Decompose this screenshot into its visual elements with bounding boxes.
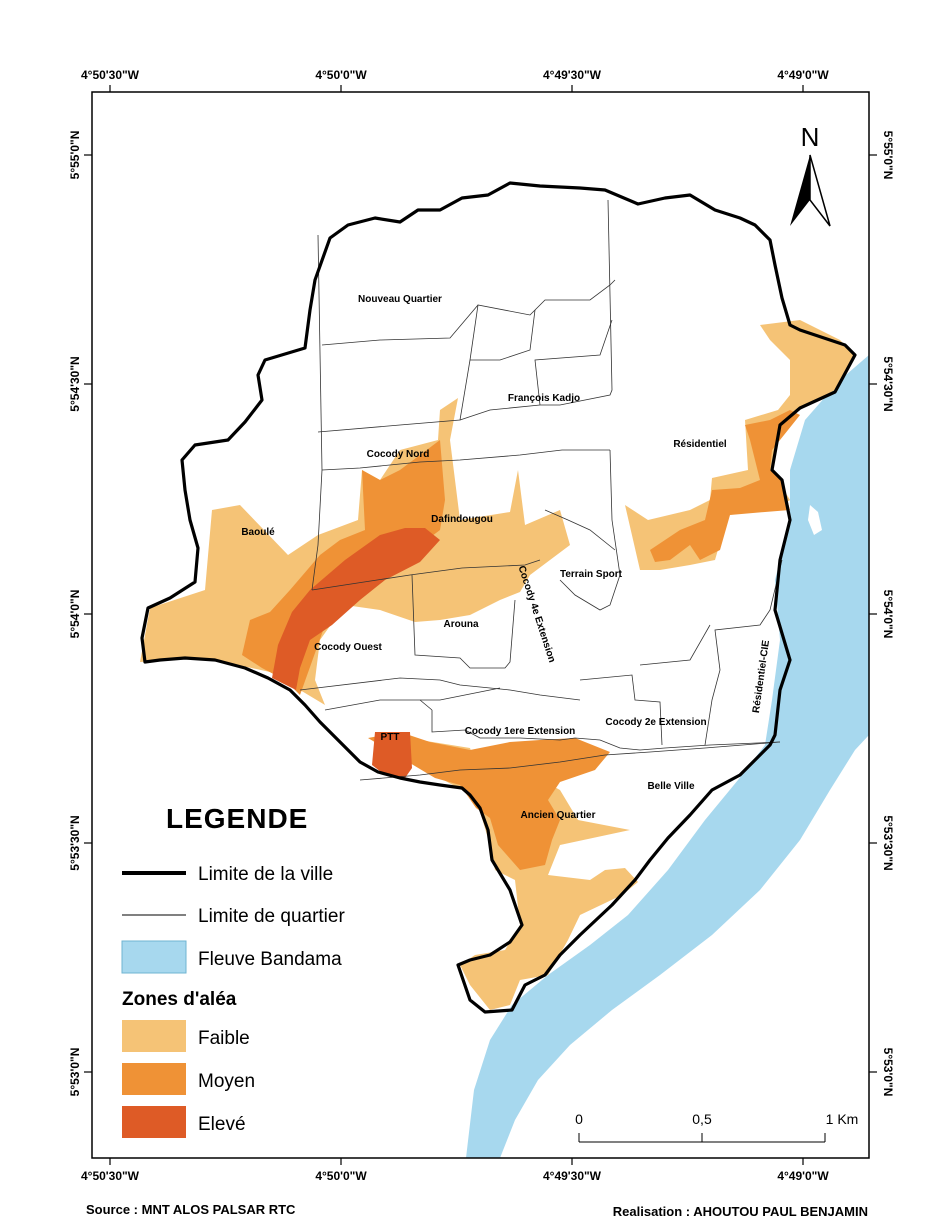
legend-title: LEGENDE	[166, 803, 308, 834]
bottom-coord-2: 4°50'0"W	[315, 1169, 367, 1183]
top-coordinates: 4°50'30"W 4°50'0"W 4°49'30"W 4°49'0"W	[81, 68, 829, 82]
legend-item-quarter-limit: Limite de quartier	[198, 906, 345, 927]
north-arrow-icon	[790, 155, 810, 226]
right-coord-5: 5°53'0"N	[881, 1048, 895, 1097]
legend-faible-swatch	[122, 1020, 186, 1052]
label-residentiel: Résidentiel	[673, 439, 727, 450]
legend-eleve-swatch	[122, 1106, 186, 1138]
left-coord-1: 5°55'0"N	[68, 131, 82, 180]
label-dafindougou: Dafindougou	[431, 514, 493, 525]
left-coord-4: 5°53'30"N	[68, 815, 82, 870]
bottom-coord-4: 4°49'0"W	[777, 1169, 829, 1183]
label-ptt: PTT	[381, 732, 400, 743]
legend-zones-title: Zones d'aléa	[122, 989, 237, 1010]
top-coord-1: 4°50'30"W	[81, 68, 140, 82]
label-cocody-2e-extension: Cocody 2e Extension	[605, 717, 706, 728]
quarter-boundaries	[299, 199, 783, 781]
scale-label-half: 0,5	[692, 1111, 712, 1127]
city-boundary	[140, 181, 857, 1014]
right-coord-3: 5°54'0"N	[881, 590, 895, 639]
left-coord-2: 5°54'30"N	[68, 356, 82, 411]
legend: LEGENDE Limite de la ville Limite de qua…	[122, 803, 345, 1135]
river-island	[808, 505, 822, 535]
label-nouveau-quartier: Nouveau Quartier	[358, 294, 442, 305]
legend-item-river: Fleuve Bandama	[198, 949, 342, 970]
north-arrow: N	[790, 122, 831, 227]
label-cocody-ouest: Cocody Ouest	[314, 642, 382, 653]
legend-zone-moyen: Moyen	[198, 1071, 255, 1092]
label-arouna: Arouna	[444, 619, 479, 630]
map-frame	[91, 91, 870, 1159]
top-coord-4: 4°49'0"W	[777, 68, 829, 82]
river-bandama	[466, 355, 869, 1158]
top-coord-3: 4°49'30"W	[543, 68, 602, 82]
label-baoule: Baoulé	[241, 527, 275, 538]
legend-zone-faible: Faible	[198, 1028, 250, 1049]
label-belle-ville: Belle Ville	[647, 781, 695, 792]
right-coordinates: 5°55'0"N 5°54'30"N 5°54'0"N 5°53'30"N 5°…	[881, 131, 895, 1097]
footer-realisation: Realisation : AHOUTOU PAUL BENJAMIN	[612, 1204, 868, 1219]
label-cocody-nord: Cocody Nord	[367, 449, 430, 460]
right-coord-2: 5°54'30"N	[881, 356, 895, 411]
bottom-coord-3: 4°49'30"W	[543, 1169, 602, 1183]
footer-source: Source : MNT ALOS PALSAR RTC	[86, 1202, 296, 1217]
legend-item-city-limit: Limite de la ville	[198, 864, 333, 885]
bottom-coordinates: 4°50'30"W 4°50'0"W 4°49'30"W 4°49'0"W	[81, 1169, 829, 1183]
legend-symbols	[121, 871, 187, 1138]
label-cocody-4e-extension: Cocody 4e Extension	[516, 564, 558, 664]
left-coord-5: 5°53'0"N	[68, 1048, 82, 1097]
label-terrain-sport: Terrain Sport	[560, 569, 623, 580]
scale-label-0: 0	[575, 1111, 583, 1127]
label-francois-kadjo: François Kadjo	[508, 393, 580, 404]
right-coord-4: 5°53'30"N	[881, 815, 895, 870]
north-arrow-label: N	[801, 122, 820, 152]
right-coord-1: 5°55'0"N	[881, 131, 895, 180]
left-coordinates: 5°55'0"N 5°54'30"N 5°54'0"N 5°53'30"N 5°…	[68, 131, 82, 1097]
label-ancien-quartier: Ancien Quartier	[520, 810, 595, 821]
legend-moyen-swatch	[122, 1063, 186, 1095]
label-residentiel-cie: Résidentiel-CIE	[751, 639, 772, 713]
bottom-coord-1: 4°50'30"W	[81, 1169, 140, 1183]
zone-eleve-areas	[272, 528, 440, 778]
legend-river-swatch	[121, 940, 187, 974]
scale-bar: 0 0,5 1 Km	[575, 1111, 859, 1143]
top-coord-2: 4°50'0"W	[315, 68, 367, 82]
legend-zone-eleve: Elevé	[198, 1114, 246, 1135]
scale-label-1km: 1 Km	[826, 1111, 859, 1127]
left-coord-3: 5°54'0"N	[68, 590, 82, 639]
label-cocody-1ere-extension: Cocody 1ere Extension	[465, 726, 576, 737]
frame-ticks	[84, 85, 877, 1165]
